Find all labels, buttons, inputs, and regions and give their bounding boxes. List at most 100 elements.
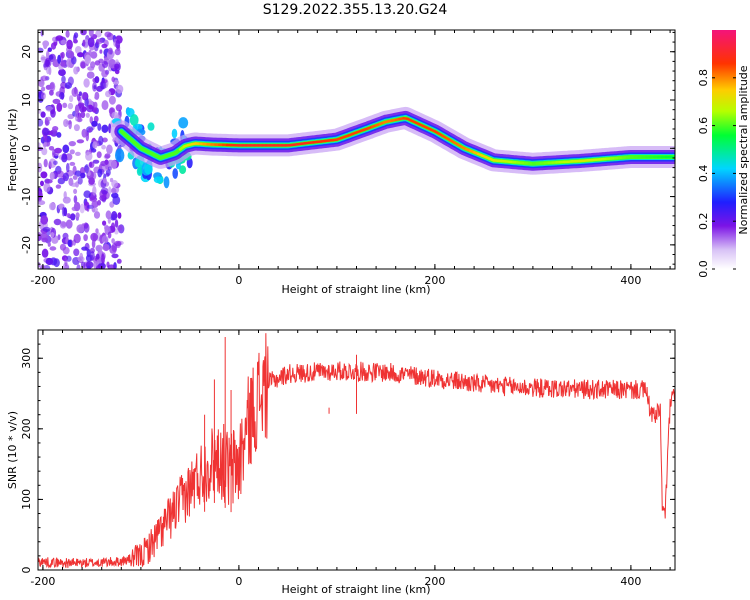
noise-blob: [108, 95, 116, 105]
noise-blob: [41, 248, 49, 258]
noise-blob: [73, 201, 81, 212]
noise-blob: [117, 212, 122, 219]
noise-blob: [41, 237, 49, 243]
noise-blob: [67, 102, 74, 110]
noise-blob: [62, 102, 68, 109]
noise-blob: [73, 188, 78, 194]
y-tick-label: -20: [20, 236, 33, 254]
noise-blob: [91, 239, 96, 249]
noise-blob: [40, 75, 48, 82]
noise-blob: [94, 91, 100, 100]
noise-blob: [44, 57, 52, 68]
noise-blob: [83, 234, 88, 242]
noise-blob: [38, 142, 41, 147]
colorbar-tick-label: 0.8: [697, 69, 710, 87]
snr-x-label: Height of straight line (km): [281, 583, 430, 596]
noise-blob: [74, 170, 82, 177]
noise-blob: [56, 132, 62, 138]
noise-blob: [50, 232, 55, 238]
noise-blob: [62, 246, 70, 255]
noise-blob: [67, 76, 74, 86]
noise-blob: [93, 211, 101, 219]
chart-title: S129.2022.355.13.20.G24: [263, 2, 448, 18]
noise-blob: [84, 201, 89, 211]
noise-blob: [101, 253, 105, 264]
noise-blob: [38, 200, 46, 206]
noise-blob: [46, 50, 50, 61]
noise-blob: [111, 211, 118, 221]
noise-blob: [100, 187, 109, 195]
noise-blob: [42, 226, 51, 232]
scatter-blob: [171, 128, 178, 139]
scatter-blob: [134, 159, 141, 168]
noise-blob: [97, 38, 103, 45]
spectrogram-x-axis: -200 0 200 400: [30, 30, 671, 287]
scatter-blob: [153, 176, 164, 184]
noise-blob: [83, 223, 90, 233]
noise-blob: [65, 30, 70, 38]
noise-blob: [91, 120, 98, 127]
noise-blob: [92, 185, 97, 196]
noise-blob: [63, 191, 67, 199]
noise-blob: [70, 213, 76, 221]
noise-blob: [97, 168, 103, 178]
noise-blob: [85, 151, 93, 161]
noise-blob: [80, 172, 86, 179]
scatter-blob: [129, 114, 139, 126]
noise-blob: [87, 37, 95, 48]
scatter-blob: [179, 165, 187, 175]
noise-blob: [73, 39, 78, 44]
noise-blob: [109, 201, 115, 208]
noise-blob: [55, 184, 62, 189]
noise-blob: [69, 95, 74, 103]
noise-blob: [115, 104, 123, 112]
spectrogram-image: [38, 30, 675, 269]
noise-blob: [92, 159, 100, 164]
noise-blob: [102, 137, 108, 143]
noise-blob: [101, 144, 106, 150]
noise-blob: [38, 146, 44, 151]
noise-blob: [66, 39, 73, 50]
noise-blob: [77, 176, 83, 185]
noise-blob: [81, 92, 88, 101]
x-tick-label: 0: [235, 575, 242, 588]
noise-blob: [107, 47, 113, 55]
noise-blob: [115, 84, 124, 94]
noise-blob: [66, 255, 72, 262]
noise-blob: [91, 200, 99, 208]
noise-blob: [38, 118, 44, 127]
noise-blob: [44, 179, 53, 184]
noise-blob: [111, 192, 119, 199]
noise-blob: [111, 76, 115, 83]
noise-blob: [69, 149, 75, 155]
y-tick-label: -10: [20, 188, 33, 206]
noise-blob: [50, 109, 56, 118]
colorbar-ticks: 0.0 0.2 0.4 0.6 0.8: [697, 69, 736, 278]
noise-blob: [111, 238, 115, 244]
noise-blob: [62, 172, 69, 182]
noise-blob: [73, 248, 80, 257]
noise-blob: [53, 160, 58, 166]
noise-blob: [83, 190, 91, 198]
noise-blob: [80, 111, 86, 119]
x-tick-label: 0: [235, 274, 242, 287]
spectrogram-y-label: Frequency (Hz): [6, 109, 19, 192]
noise-blob: [49, 82, 55, 90]
noise-blob: [60, 61, 66, 67]
noise-blob: [101, 124, 109, 133]
noise-blob: [106, 159, 115, 168]
noise-blob: [68, 141, 77, 147]
noise-blob: [47, 47, 52, 52]
noise-blob: [105, 90, 112, 98]
noise-blob: [72, 175, 78, 180]
colorbar-gradient: [712, 30, 736, 269]
noise-blob: [49, 89, 54, 96]
noise-blob: [81, 106, 87, 112]
noise-blob: [88, 127, 92, 133]
scatter-blob: [147, 122, 155, 131]
noise-blob: [65, 219, 73, 229]
noise-blob: [47, 242, 51, 247]
colorbar-tick-label: 0.6: [697, 117, 710, 135]
noise-blob: [88, 177, 95, 185]
